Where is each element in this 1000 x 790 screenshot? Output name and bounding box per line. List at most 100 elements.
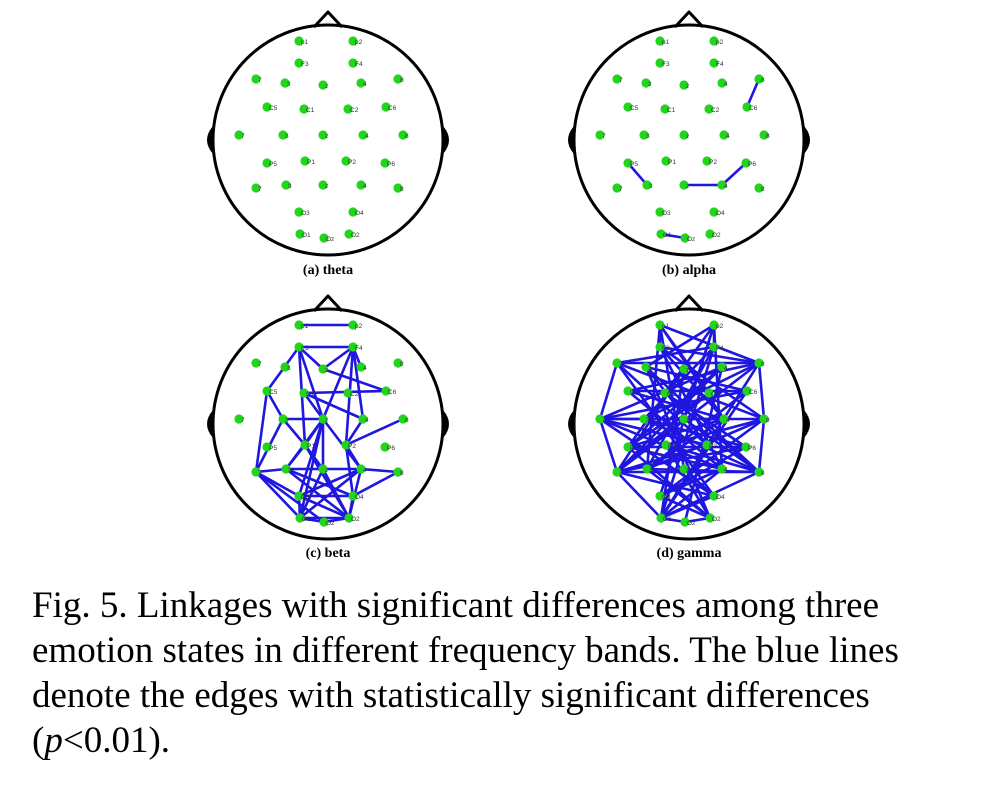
figure-caption: Fig. 5. Linkages with significant differ… [32, 583, 982, 763]
caption-line-2: emotion states in different frequency ba… [32, 630, 899, 671]
electrode-label-Fp2: p2 [355, 39, 363, 46]
electrode-F3 [280, 362, 290, 372]
electrode-label-F4: 4 [724, 81, 728, 88]
edge-P3-PO4 [284, 467, 355, 498]
electrode-label-FC6: C6 [749, 105, 758, 112]
electrode-O2 [705, 513, 715, 523]
electrode-label-CP6: P6 [748, 161, 756, 168]
right-ear [804, 410, 810, 438]
electrode-Oz [680, 517, 690, 527]
right-ear [443, 126, 449, 154]
head-panel-a: p1 p2 7 3 z 4 8 F3 F4 C5 C1 C2 C6 7 3 z 4 8 P5 P1 P2 P6 7 3 z 4 8 O… [207, 10, 449, 278]
electrode-label-F7: 7 [619, 77, 623, 84]
electrode-label-FC5: C5 [630, 389, 639, 396]
edge-P7-O1 [615, 470, 663, 520]
electrode-AF3 [294, 342, 304, 352]
left-ear [207, 126, 213, 154]
electrode-C3 [278, 130, 288, 140]
panel-label-c: (c) beta [306, 546, 351, 561]
electrode-F8 [393, 74, 403, 84]
electrode-CP1 [661, 440, 671, 450]
electrode-label-Oz: Oz [326, 236, 334, 243]
electrode-label-C4: 4 [365, 133, 369, 140]
electrode-label-C3: 3 [285, 417, 289, 424]
electrode-AF4 [709, 58, 719, 68]
electrode-label-Fp1: p1 [662, 39, 670, 46]
head-panel-b: p1 p2 7 3 z 4 8 F3 F4 C5 C1 C2 C6 7 3 z 4 8 P5 P1 P2 P6 7 3 z 4 8 O… [568, 10, 810, 278]
edge-FC1-C4 [302, 391, 365, 421]
electrode-P8 [754, 467, 764, 477]
edge-P3-O2 [645, 467, 712, 520]
electrode-P4 [356, 464, 366, 474]
electrode-label-FC6: C6 [388, 389, 397, 396]
edge-CP5-P3 [626, 161, 649, 187]
electrode-label-T7: 7 [241, 417, 245, 424]
electrode-label-PO4: O4 [355, 210, 364, 217]
caption-p-symbol: p [44, 720, 63, 761]
panel-label-d: (d) gamma [657, 546, 722, 561]
electrode-label-T8: 8 [405, 133, 409, 140]
electrode-label-O1: O1 [302, 232, 311, 239]
edge-P3-P8 [645, 467, 761, 474]
electrode-label-AF4: F4 [355, 61, 363, 68]
electrode-C3 [639, 414, 649, 424]
electrode-PO3 [294, 207, 304, 217]
electrode-O1 [656, 229, 666, 239]
electrode-label-F8: 8 [761, 361, 765, 368]
panel-label-b: (b) alpha [662, 263, 716, 278]
edge-P7-P3 [254, 467, 288, 474]
edge-P4-CP6 [720, 161, 748, 187]
electrode-label-O1: O1 [302, 516, 311, 523]
electrode-Oz [319, 233, 329, 243]
electrode-label-F3: 3 [648, 365, 652, 372]
edge-Pz-PO4 [682, 467, 716, 498]
electrode-CP5 [262, 158, 272, 168]
electrode-label-F7: 7 [258, 361, 262, 368]
electrode-label-Fp1: p1 [301, 39, 309, 46]
electrode-label-Pz: z [325, 467, 328, 474]
edge-C4-P3 [645, 417, 726, 471]
electrode-CP2 [702, 156, 712, 166]
electrode-CP2 [341, 440, 351, 450]
electrode-P8 [393, 183, 403, 193]
electrode-label-AF4: F4 [716, 61, 724, 68]
electrode-label-FC6: C6 [749, 389, 758, 396]
caption-line-3: denote the edges with statistically sign… [32, 675, 870, 716]
edge-CP1-P8 [664, 443, 761, 474]
edge-P7-Oz [254, 470, 326, 524]
left-ear [207, 410, 213, 438]
electrode-label-Cz: z [686, 417, 689, 424]
electrode-T8 [398, 130, 408, 140]
caption-line-1: Fig. 5. Linkages with significant differ… [32, 585, 880, 626]
electrode-P7 [612, 183, 622, 193]
electrode-label-Cz: z [325, 133, 328, 140]
edge-FC5-P7 [254, 389, 269, 474]
electrode-C3 [278, 414, 288, 424]
electrode-label-F3: 3 [287, 365, 291, 372]
electrode-CP5 [623, 158, 633, 168]
edge-CP2-P4 [344, 443, 363, 471]
electrode-CP1 [300, 156, 310, 166]
edge-PO3-O2 [297, 494, 351, 520]
electrode-O2 [705, 229, 715, 239]
electrode-F8 [754, 74, 764, 84]
electrode-label-CP5: P5 [269, 161, 277, 168]
edge-P4-O1 [298, 467, 363, 520]
electrode-C4 [719, 414, 729, 424]
electrode-label-CP5: P5 [630, 445, 638, 452]
electrode-label-AF3: F3 [662, 61, 670, 68]
electrode-CP2 [341, 156, 351, 166]
electrode-label-C3: 3 [646, 133, 650, 140]
right-ear [443, 410, 449, 438]
electrode-label-P3: 3 [288, 467, 292, 474]
edge-Fp2-F3 [644, 323, 716, 369]
edge-Fp1-F8 [658, 323, 761, 365]
electrode-label-AF3: F3 [301, 61, 309, 68]
electrode-P3 [642, 180, 652, 190]
electrode-AF3 [294, 58, 304, 68]
electrode-label-P4: 4 [724, 467, 728, 474]
edge-P4-PO3 [297, 467, 363, 498]
electrode-O2 [344, 229, 354, 239]
electrode-Pz [318, 180, 328, 190]
electrode-F4 [717, 78, 727, 88]
